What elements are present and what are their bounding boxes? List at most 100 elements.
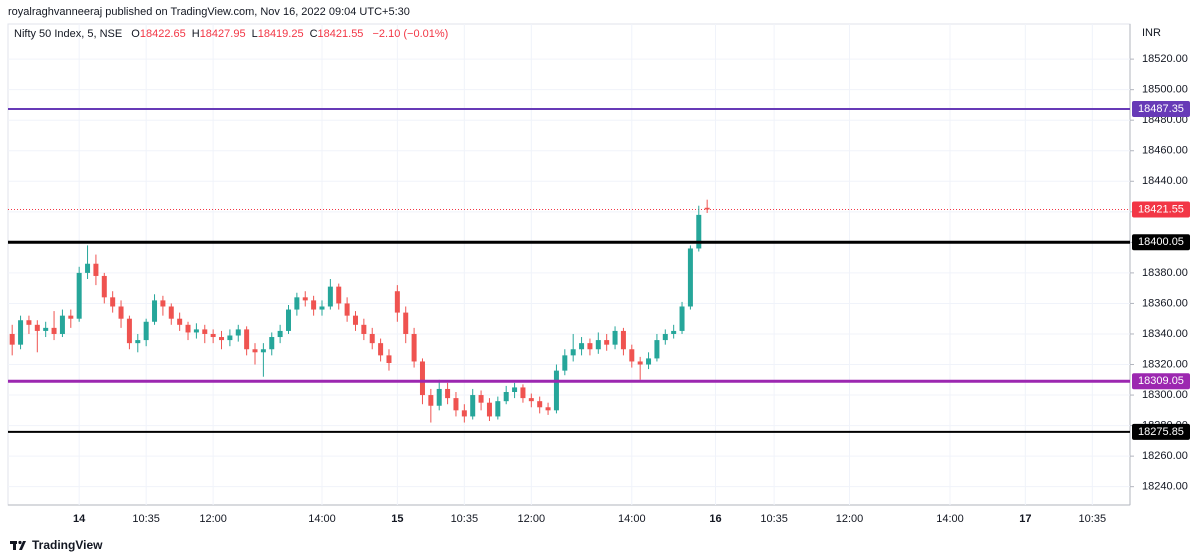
field-value: 18419.25	[257, 28, 304, 40]
candle-body	[126, 318, 132, 344]
y-tick-label: 18520.00	[1142, 53, 1188, 65]
candle-body	[696, 214, 702, 249]
candle-body	[369, 333, 375, 344]
candle-body	[85, 263, 91, 273]
ohlc-fields: O18422.65 H18427.95 L18419.25 C18421.55	[125, 28, 363, 40]
x-tick-label: 12:00	[836, 513, 864, 525]
candle-body	[394, 291, 400, 313]
y-tick-label: 18240.00	[1142, 481, 1188, 493]
candle-body	[93, 263, 99, 276]
candle-body	[118, 306, 124, 319]
level-label-box	[1132, 373, 1190, 390]
candle-body	[311, 300, 317, 310]
candle-body	[336, 286, 342, 304]
level-label-box	[1132, 423, 1190, 440]
candle-body	[562, 355, 568, 371]
candle-body	[520, 387, 526, 399]
candle-body	[43, 327, 49, 331]
field-key: H	[191, 28, 200, 40]
candle-body	[478, 395, 484, 403]
ohlc-legend: Nifty 50 Index, 5, NSE O18422.65 H18427.9…	[14, 28, 448, 40]
candle-body	[428, 395, 434, 406]
candle-body	[419, 361, 425, 396]
candle-body	[59, 315, 65, 334]
candle-body	[461, 410, 467, 417]
candle-body	[277, 330, 283, 338]
candle-body	[579, 343, 585, 350]
candle-body	[344, 303, 350, 316]
level-label: 18275.85	[1138, 426, 1184, 438]
candle-body	[177, 318, 183, 325]
candle-body	[193, 329, 199, 333]
candle-body	[612, 330, 618, 345]
x-tick-label: 16	[709, 513, 721, 525]
candle-body	[286, 309, 291, 331]
candle-body	[68, 315, 74, 319]
logo	[10, 540, 26, 550]
level-label-box	[1132, 234, 1190, 251]
field-key: C	[309, 28, 318, 40]
candle-body	[352, 315, 358, 325]
candle-body	[570, 349, 576, 356]
y-tick-label: 18360.00	[1142, 297, 1188, 309]
candle-body	[604, 340, 610, 345]
currency: INR	[1142, 27, 1161, 39]
y-tick-label: 18480.00	[1142, 114, 1188, 126]
candle-body	[210, 333, 216, 338]
candle-body	[185, 324, 191, 333]
last-price-label: 18421.55	[1138, 203, 1184, 215]
candle-body	[101, 275, 107, 298]
candle-body	[378, 343, 384, 356]
y-tick-label: 18500.00	[1142, 84, 1188, 96]
candle-body	[135, 340, 141, 344]
candle-body	[26, 320, 32, 325]
candle-body	[327, 286, 333, 307]
candle-body	[637, 361, 643, 365]
candle-body	[235, 329, 241, 336]
x-tick-label: 14:00	[618, 513, 646, 525]
candle-body	[403, 312, 409, 334]
x-tick-label: 10:35	[451, 513, 479, 525]
x-tick-label: 10:35	[132, 513, 160, 525]
candle-body	[537, 401, 543, 408]
level-label: 18400.05	[1138, 236, 1184, 248]
candle-body	[227, 335, 233, 341]
y-tick-label: 18320.00	[1142, 358, 1188, 370]
candle-body	[662, 333, 668, 341]
candle-body	[168, 306, 174, 319]
candle-body	[503, 392, 509, 402]
candle-body	[160, 300, 166, 307]
x-tick-label: 10:35	[760, 513, 788, 525]
y-tick-label: 18260.00	[1142, 450, 1188, 462]
candle-body	[9, 333, 15, 345]
x-tick-label: 15	[391, 513, 403, 525]
candle-body	[202, 329, 208, 334]
y-tick-label: 18380.00	[1142, 267, 1188, 279]
candle-body	[704, 207, 710, 210]
candle-body	[679, 306, 685, 331]
candle-body	[553, 370, 559, 411]
candle-body	[629, 349, 635, 362]
candle-body	[512, 387, 518, 393]
last-price-box	[1132, 201, 1190, 218]
field-value: 18421.55	[317, 28, 364, 40]
candle-body	[620, 330, 626, 350]
symbol: Nifty 50 Index, 5, NSE	[14, 28, 123, 40]
brand: TradingView	[32, 538, 103, 552]
candle-body	[76, 272, 82, 319]
candle-body	[495, 401, 501, 417]
field-key: O	[131, 28, 140, 40]
publish-info: royalraghvanneeraj published on TradingV…	[8, 6, 410, 18]
candle-body	[361, 324, 367, 334]
candle-body	[545, 407, 551, 411]
candle-body	[654, 340, 660, 359]
candle-body	[34, 324, 40, 331]
x-tick-label: 10:35	[1079, 513, 1107, 525]
candle-body	[319, 306, 325, 310]
candle-body	[386, 355, 392, 363]
y-tick-label: 18460.00	[1142, 145, 1188, 157]
candle-body	[646, 358, 652, 365]
candle-body	[453, 398, 459, 411]
